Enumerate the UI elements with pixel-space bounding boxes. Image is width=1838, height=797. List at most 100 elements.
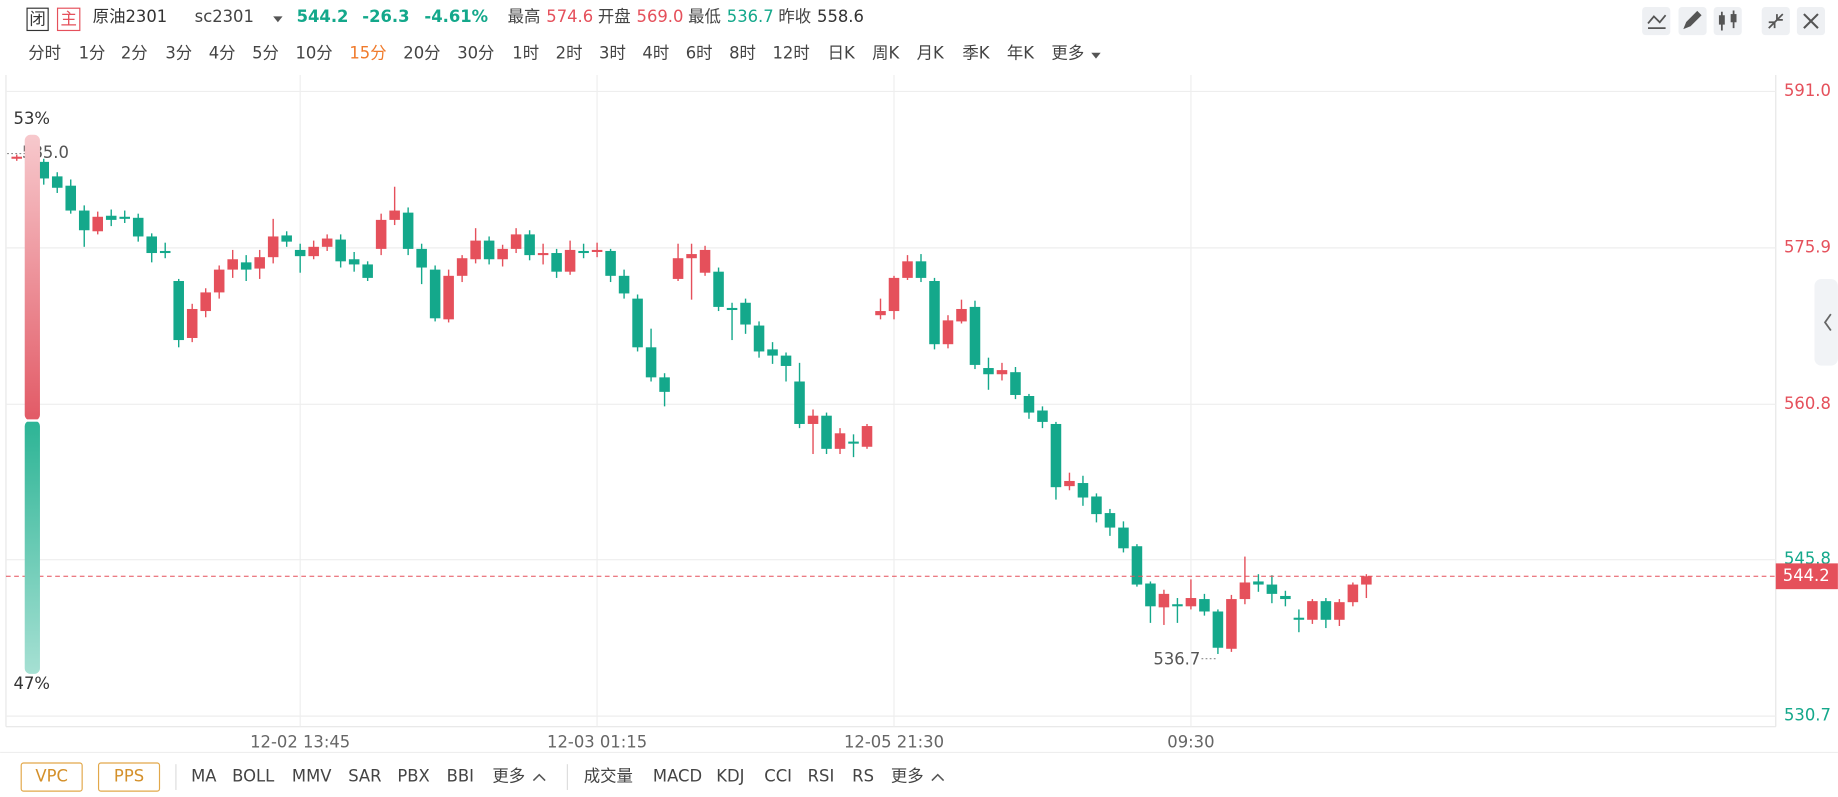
- candle-body: [38, 161, 50, 179]
- period-tab[interactable]: 5分: [252, 43, 279, 62]
- tool-button[interactable]: [1713, 7, 1742, 36]
- candle-body: [1361, 576, 1372, 585]
- x-tick-label: 12-03 01:15: [547, 733, 647, 752]
- period-tab[interactable]: 4时: [642, 43, 669, 62]
- period-tab[interactable]: 日K: [828, 43, 856, 62]
- candle-body: [807, 415, 819, 424]
- candle-body: [929, 281, 940, 345]
- period-tab[interactable]: 8时: [729, 43, 756, 62]
- candle-body: [564, 249, 576, 272]
- candle-body: [645, 347, 657, 378]
- collapse-handle[interactable]: [1814, 278, 1838, 366]
- period-tab[interactable]: 2时: [556, 43, 583, 62]
- last-price-tag: [1775, 563, 1838, 590]
- indicator-label[interactable]: RS: [852, 767, 874, 786]
- period-tab[interactable]: 20分: [403, 43, 440, 62]
- candle-body: [1077, 483, 1089, 498]
- period-tab[interactable]: 15分: [349, 43, 386, 62]
- candle-body: [416, 248, 427, 268]
- indicator-label[interactable]: RSI: [808, 767, 835, 786]
- period-tab[interactable]: 30分: [457, 43, 494, 62]
- code-caret[interactable]: [273, 16, 283, 23]
- candle-body: [51, 176, 63, 188]
- candle-body: [551, 253, 562, 272]
- candle-body: [983, 368, 994, 375]
- candle-body: [213, 269, 225, 293]
- indicator-label[interactable]: SAR: [348, 767, 381, 786]
- candle-body: [632, 298, 643, 348]
- period-tab[interactable]: 3时: [599, 43, 626, 62]
- period-tab[interactable]: 4分: [209, 43, 236, 62]
- indicator-label[interactable]: PBX: [397, 767, 429, 786]
- candle-body: [200, 292, 211, 312]
- candle-body: [294, 249, 306, 257]
- period-tab[interactable]: 更多: [1051, 43, 1084, 62]
- indicator-label[interactable]: VPC: [35, 767, 68, 786]
- period-tab[interactable]: 年K: [1007, 43, 1035, 62]
- candle-body: [105, 215, 117, 220]
- indicator-label[interactable]: MMV: [292, 767, 332, 786]
- candle-body: [1226, 599, 1237, 649]
- period-tab[interactable]: 季K: [962, 43, 990, 62]
- period-tab[interactable]: 分时: [28, 43, 61, 62]
- candle-body: [1104, 513, 1116, 528]
- candle-body: [672, 258, 684, 279]
- candle-body: [1280, 595, 1291, 600]
- candle-body: [483, 240, 495, 260]
- candle-body: [969, 306, 981, 365]
- stat-value: 574.6: [546, 7, 593, 26]
- indicator-label[interactable]: PPS: [114, 767, 144, 786]
- chevron[interactable]: [532, 773, 546, 782]
- indicator-label[interactable]: KDJ: [716, 767, 744, 786]
- indicator-label[interactable]: BBI: [447, 767, 474, 786]
- candle-body: [605, 250, 616, 276]
- tool-icons: [1642, 7, 1826, 36]
- candle-body: [524, 234, 535, 256]
- period-tab[interactable]: 1时: [512, 43, 539, 62]
- period-tab[interactable]: 12时: [772, 43, 809, 62]
- y-tick-label: 560.8: [1784, 394, 1831, 413]
- chevron[interactable]: [931, 773, 945, 782]
- collapse-icon: [1823, 313, 1832, 332]
- candle-body: [281, 235, 292, 242]
- tool-button[interactable]: [1642, 7, 1671, 36]
- candle-body: [389, 210, 400, 220]
- indicator-label[interactable]: BOLL: [232, 767, 275, 786]
- period-tab[interactable]: 周K: [872, 43, 900, 62]
- candle-body: [1091, 496, 1102, 515]
- candle-body: [618, 275, 630, 294]
- candle-body: [726, 307, 738, 311]
- indicator-label[interactable]: 成交量: [584, 767, 633, 786]
- contract-code[interactable]: sc2301: [195, 7, 254, 26]
- candle-body: [794, 381, 805, 424]
- period-tab[interactable]: 2分: [121, 43, 148, 62]
- candle-body: [1199, 599, 1210, 612]
- ratio-bar-up: [24, 134, 40, 421]
- candle-body: [888, 277, 900, 312]
- candle-body: [497, 248, 508, 260]
- candle-body: [267, 236, 279, 258]
- period-tab[interactable]: 6时: [686, 43, 713, 62]
- candle-body: [375, 219, 387, 249]
- tool-icon: [1768, 13, 1784, 29]
- candle-body: [1118, 527, 1129, 549]
- period-tab[interactable]: 1分: [79, 43, 106, 62]
- period-tab[interactable]: 3分: [165, 43, 192, 62]
- closed-tag-box: [26, 7, 49, 32]
- candle-body: [1131, 546, 1143, 585]
- indicator-label[interactable]: MA: [191, 767, 217, 786]
- indicator-label[interactable]: MACD: [653, 767, 702, 786]
- candle-body: [1050, 423, 1062, 488]
- period-tab[interactable]: 月K: [917, 43, 945, 62]
- indicator-button[interactable]: [97, 762, 161, 792]
- period-tab[interactable]: 10分: [295, 43, 332, 62]
- candle-body: [713, 271, 724, 307]
- period-caret[interactable]: [1091, 52, 1101, 59]
- indicator-label[interactable]: CCI: [764, 767, 792, 786]
- indicator-button[interactable]: [20, 762, 83, 792]
- indicator-label[interactable]: 更多: [891, 767, 924, 786]
- indicator-label[interactable]: 更多: [492, 767, 525, 786]
- candle-body: [821, 415, 832, 449]
- main-tag-box: [56, 7, 81, 32]
